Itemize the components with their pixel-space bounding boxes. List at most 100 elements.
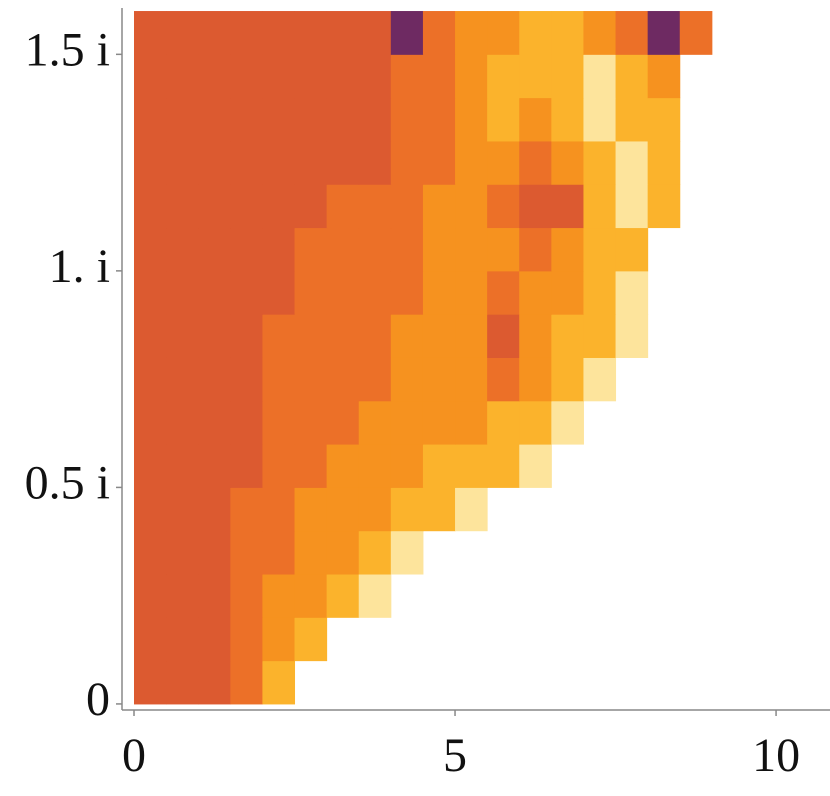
- cell: [230, 487, 263, 532]
- cell: [198, 617, 231, 662]
- cell: [390, 140, 424, 185]
- heatmap: [134, 11, 713, 705]
- cell: [583, 357, 617, 402]
- cell: [134, 357, 167, 402]
- cell: [422, 11, 456, 55]
- cell: [390, 270, 424, 315]
- cell: [294, 314, 328, 358]
- cell: [230, 574, 263, 618]
- cell: [519, 357, 552, 402]
- cell: [134, 270, 167, 315]
- cell: [198, 357, 231, 402]
- cell: [615, 140, 649, 185]
- cell: [422, 54, 456, 99]
- cell: [583, 270, 617, 315]
- cell: [198, 660, 231, 705]
- cell: [294, 617, 328, 662]
- cell: [166, 574, 199, 618]
- cell: [519, 270, 552, 315]
- cell: [390, 314, 424, 358]
- cell: [262, 400, 296, 445]
- cell: [230, 314, 263, 358]
- cell: [583, 54, 617, 99]
- cell: [422, 357, 456, 402]
- cell: [166, 314, 199, 358]
- cell: [134, 184, 167, 229]
- cell: [455, 184, 488, 229]
- cell: [422, 314, 456, 358]
- cell: [358, 11, 392, 55]
- cell: [230, 530, 263, 575]
- cell: [262, 487, 296, 532]
- cell: [166, 227, 199, 272]
- cell: [390, 487, 424, 532]
- x-tick-label: 5: [443, 729, 467, 782]
- cell: [615, 97, 649, 142]
- cell: [615, 227, 649, 272]
- cell: [390, 11, 424, 55]
- cell: [198, 574, 231, 618]
- cell: [294, 184, 328, 229]
- cell: [583, 227, 617, 272]
- cell: [166, 617, 199, 662]
- cell: [326, 314, 360, 358]
- cell: [551, 11, 584, 55]
- x-tick-label: 0: [122, 729, 146, 782]
- cell: [455, 97, 488, 142]
- y-tick-label: 0: [86, 673, 110, 726]
- cell: [422, 140, 456, 185]
- cell: [166, 487, 199, 532]
- cell: [294, 487, 328, 532]
- cell: [487, 97, 520, 142]
- cell: [326, 270, 360, 315]
- cell: [134, 227, 167, 272]
- cell: [294, 140, 328, 185]
- cell: [326, 400, 360, 445]
- cell: [134, 660, 167, 705]
- cell: [134, 400, 167, 445]
- cell: [134, 11, 167, 55]
- cell: [455, 357, 488, 402]
- cell: [166, 444, 199, 488]
- cell: [551, 97, 584, 142]
- cell: [455, 54, 488, 99]
- cell: [230, 617, 263, 662]
- cell: [198, 314, 231, 358]
- cell: [358, 487, 392, 532]
- x-tick-label: 10: [752, 729, 800, 782]
- cell: [390, 54, 424, 99]
- cell: [262, 184, 296, 229]
- cell: [198, 530, 231, 575]
- cell: [166, 184, 199, 229]
- cell: [551, 314, 584, 358]
- cell: [455, 227, 488, 272]
- cell: [519, 97, 552, 142]
- cell: [551, 357, 584, 402]
- cell: [583, 184, 617, 229]
- cell: [230, 660, 263, 705]
- cell: [134, 314, 167, 358]
- cell: [358, 444, 392, 488]
- cell: [294, 574, 328, 618]
- cell: [422, 444, 456, 488]
- cell: [422, 270, 456, 315]
- cell: [166, 270, 199, 315]
- cell: [519, 140, 552, 185]
- cell: [615, 184, 649, 229]
- cell: [358, 574, 392, 618]
- cell: [358, 314, 392, 358]
- cell: [390, 97, 424, 142]
- cell: [262, 617, 296, 662]
- cell: [519, 54, 552, 99]
- cell: [551, 140, 584, 185]
- cell: [583, 11, 617, 55]
- cell: [134, 140, 167, 185]
- y-tick-label: 0.5 i: [25, 456, 110, 509]
- cell: [390, 530, 424, 575]
- cell: [198, 97, 231, 142]
- cell: [230, 270, 263, 315]
- cell: [326, 227, 360, 272]
- cell: [358, 184, 392, 229]
- cell: [487, 444, 520, 488]
